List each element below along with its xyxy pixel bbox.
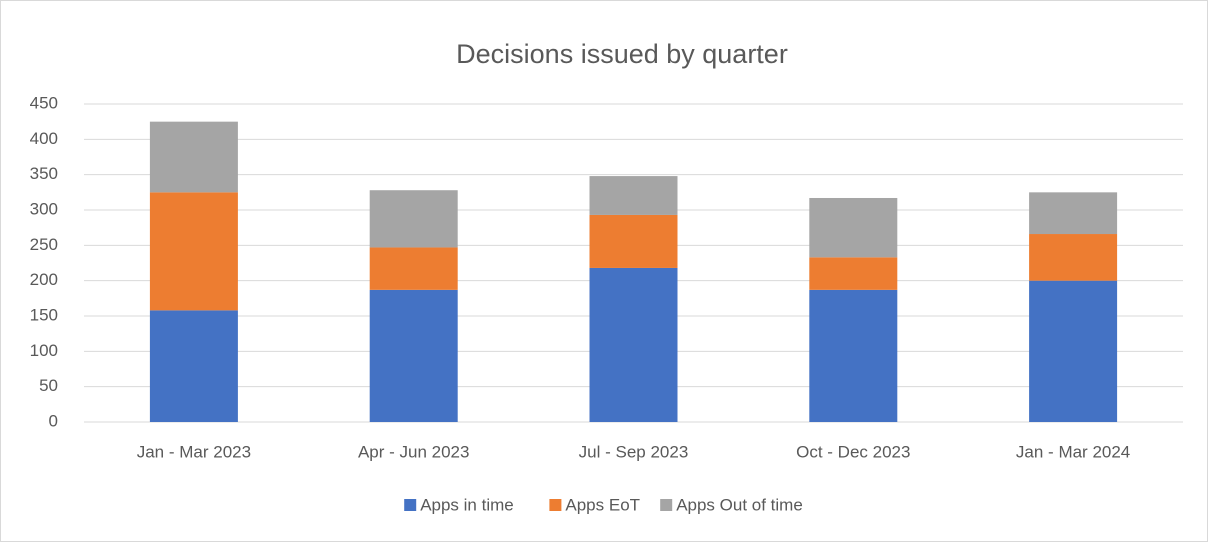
bar-segment	[809, 197, 898, 258]
y-tick-label: 150	[30, 305, 58, 324]
bar-segment	[369, 190, 458, 248]
legend-swatch	[404, 499, 417, 511]
y-tick-label: 100	[30, 341, 58, 360]
y-tick-label: 450	[30, 93, 58, 112]
legend-label: Apps Out of time	[676, 495, 803, 514]
y-tick-label: 250	[30, 235, 58, 254]
bar-segment	[809, 257, 898, 290]
y-tick-label: 400	[30, 129, 58, 148]
bar-segment	[149, 310, 238, 422]
bar-segment	[1029, 192, 1118, 235]
bar-segment	[589, 267, 678, 422]
x-tick-label: Jul - Sep 2023	[579, 442, 689, 461]
chart-title: Decisions issued by quarter	[456, 39, 788, 69]
legend-label: Apps EoT	[565, 495, 640, 514]
bar-segment	[589, 176, 678, 215]
x-tick-label: Jan - Mar 2023	[137, 442, 251, 461]
y-tick-label: 350	[30, 164, 58, 183]
y-tick-label: 0	[49, 411, 58, 430]
bar-segment	[369, 247, 458, 290]
x-tick-label: Jan - Mar 2024	[1016, 442, 1130, 461]
y-tick-label: 200	[30, 270, 58, 289]
bar-segment	[589, 214, 678, 268]
bar-segment	[369, 289, 458, 422]
bar-segment	[1029, 280, 1118, 422]
legend-label: Apps in time	[420, 495, 514, 514]
x-tick-label: Apr - Jun 2023	[358, 442, 470, 461]
bar-segment	[149, 121, 238, 193]
y-tick-label: 300	[30, 199, 58, 218]
legend-swatch	[660, 499, 673, 511]
x-tick-label: Oct - Dec 2023	[796, 442, 910, 461]
bar-segment	[809, 289, 898, 422]
y-tick-label: 50	[39, 376, 58, 395]
bar-segment	[149, 192, 238, 311]
legend-swatch	[549, 499, 562, 511]
bar-segment	[1029, 234, 1118, 281]
